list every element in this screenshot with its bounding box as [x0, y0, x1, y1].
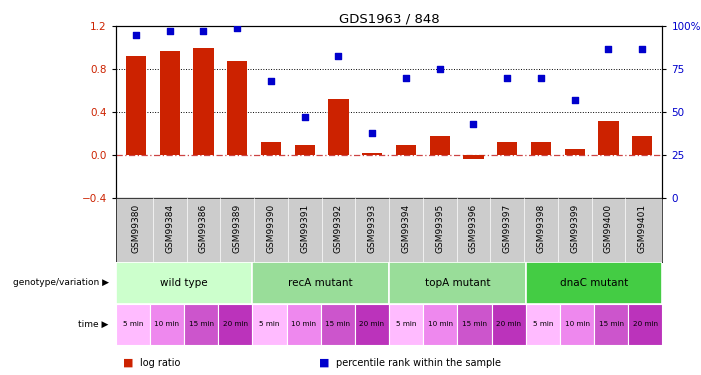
Bar — [116, 262, 252, 304]
Text: GSM99386: GSM99386 — [199, 204, 208, 253]
Text: 5 min: 5 min — [259, 321, 280, 327]
Text: ■: ■ — [319, 358, 329, 368]
Title: GDS1963 / 848: GDS1963 / 848 — [339, 12, 440, 25]
Bar — [320, 304, 355, 345]
Point — [468, 122, 479, 128]
Bar — [193, 48, 214, 155]
Bar — [632, 136, 653, 155]
Bar — [463, 155, 484, 159]
Bar — [396, 145, 416, 155]
Text: GSM99380: GSM99380 — [131, 204, 140, 253]
Point — [265, 78, 276, 84]
Text: 10 min: 10 min — [291, 321, 316, 327]
Bar — [150, 304, 184, 345]
Bar — [423, 304, 457, 345]
Text: GSM99400: GSM99400 — [604, 204, 613, 253]
Text: GSM99398: GSM99398 — [536, 204, 545, 253]
Text: GSM99401: GSM99401 — [638, 204, 647, 253]
Bar — [252, 262, 389, 304]
Text: recA mutant: recA mutant — [288, 278, 353, 288]
Bar — [526, 304, 560, 345]
Text: dnaC mutant: dnaC mutant — [560, 278, 628, 288]
Text: GSM99396: GSM99396 — [469, 204, 478, 253]
Bar — [497, 142, 517, 155]
Point — [502, 75, 513, 81]
Point — [637, 46, 648, 52]
Text: 10 min: 10 min — [564, 321, 590, 327]
Text: percentile rank within the sample: percentile rank within the sample — [336, 358, 501, 368]
Bar — [457, 304, 491, 345]
Point — [198, 28, 209, 34]
Text: 20 min: 20 min — [496, 321, 521, 327]
Point — [569, 97, 580, 103]
Text: GSM99384: GSM99384 — [165, 204, 174, 253]
Text: 5 min: 5 min — [533, 321, 553, 327]
Text: GSM99393: GSM99393 — [368, 204, 376, 253]
Point — [231, 25, 243, 31]
Text: GSM99389: GSM99389 — [233, 204, 242, 253]
Bar — [287, 304, 320, 345]
Text: GSM99395: GSM99395 — [435, 204, 444, 253]
Text: GSM99397: GSM99397 — [503, 204, 512, 253]
Bar — [252, 304, 287, 345]
Text: ■: ■ — [123, 358, 133, 368]
Bar — [218, 304, 252, 345]
Bar — [116, 304, 150, 345]
Text: genotype/variation ▶: genotype/variation ▶ — [13, 278, 109, 287]
Bar — [355, 304, 389, 345]
Text: log ratio: log ratio — [140, 358, 181, 368]
Bar — [594, 304, 628, 345]
Text: GSM99392: GSM99392 — [334, 204, 343, 253]
Text: 15 min: 15 min — [325, 321, 350, 327]
Text: GSM99399: GSM99399 — [570, 204, 579, 253]
Text: wild type: wild type — [161, 278, 207, 288]
Bar — [628, 304, 662, 345]
Text: topA mutant: topA mutant — [425, 278, 490, 288]
Text: 20 min: 20 min — [360, 321, 384, 327]
Point — [400, 75, 411, 81]
Bar — [430, 136, 450, 155]
Bar — [227, 61, 247, 155]
Bar — [531, 142, 551, 155]
Bar — [491, 304, 526, 345]
Point — [130, 32, 142, 38]
Point — [299, 114, 311, 120]
Text: 20 min: 20 min — [223, 321, 247, 327]
Text: 15 min: 15 min — [462, 321, 487, 327]
Text: GSM99391: GSM99391 — [300, 204, 309, 253]
Bar — [125, 56, 146, 155]
Point — [367, 130, 378, 136]
Text: 10 min: 10 min — [428, 321, 453, 327]
Bar — [328, 99, 348, 155]
Bar — [560, 304, 594, 345]
Point — [333, 53, 344, 58]
Bar — [526, 262, 662, 304]
Text: 15 min: 15 min — [189, 321, 214, 327]
Bar — [599, 121, 618, 155]
Text: 5 min: 5 min — [396, 321, 416, 327]
Bar — [261, 142, 281, 155]
Text: 10 min: 10 min — [154, 321, 179, 327]
Bar — [160, 51, 179, 155]
Text: time ▶: time ▶ — [79, 320, 109, 329]
Point — [536, 75, 547, 81]
Bar — [184, 304, 218, 345]
Text: 5 min: 5 min — [123, 321, 143, 327]
Bar — [389, 262, 526, 304]
Bar — [362, 153, 382, 155]
Point — [164, 28, 175, 34]
Point — [603, 46, 614, 52]
Point — [434, 66, 445, 72]
Text: 20 min: 20 min — [633, 321, 658, 327]
Text: 15 min: 15 min — [599, 321, 624, 327]
Text: GSM99394: GSM99394 — [402, 204, 410, 253]
Bar — [294, 145, 315, 155]
Bar — [564, 149, 585, 155]
Bar — [389, 304, 423, 345]
Text: GSM99390: GSM99390 — [266, 204, 275, 253]
